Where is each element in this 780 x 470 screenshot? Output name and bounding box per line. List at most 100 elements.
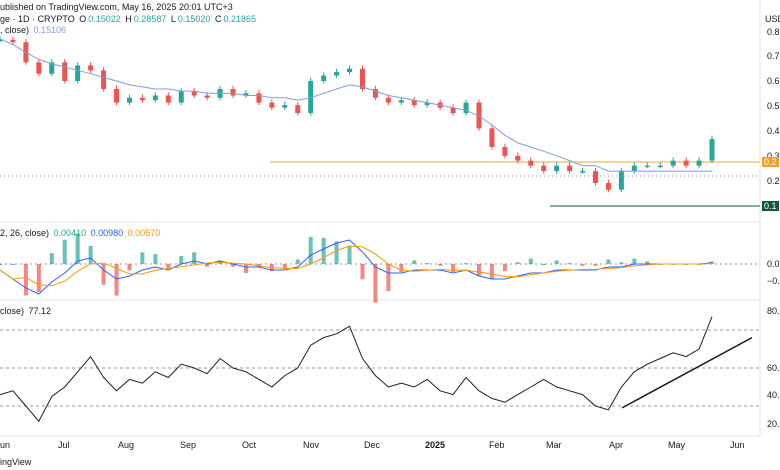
macd-histogram-bar — [114, 264, 119, 296]
ohlc-close-value: 0.21865 — [223, 14, 256, 24]
candle-body — [230, 89, 236, 96]
candle-body — [696, 160, 702, 166]
macd-histogram-bar — [282, 264, 287, 269]
ohlc-close-key: C — [214, 14, 222, 24]
time-axis-label: un — [0, 440, 11, 450]
macd-histogram-bar — [399, 264, 404, 273]
candle-body — [709, 139, 715, 161]
candle-body — [657, 165, 663, 168]
candle-body — [114, 89, 120, 103]
macd-histogram-bar — [166, 264, 171, 269]
candle-body — [36, 62, 42, 74]
macd-histogram-bar — [451, 264, 456, 273]
price-axis-label: 0.8 — [767, 27, 780, 37]
candle-body — [683, 160, 689, 166]
candle-body — [670, 160, 676, 166]
ohlc-high-key: H — [125, 14, 132, 24]
macd-histogram-bar — [347, 246, 352, 264]
macd-legend[interactable]: 2, 26, close) 0.00410 0.00980 0.00570 — [0, 228, 162, 238]
macd-histogram-bar — [464, 263, 469, 265]
time-axis-label: Mar — [546, 440, 562, 450]
price-axis-label: 0.4 — [767, 126, 780, 136]
currency-label: USD — [765, 14, 780, 24]
candle-body — [139, 97, 145, 101]
candle-body — [411, 100, 417, 106]
time-axis-label: Dec — [364, 440, 381, 450]
macd-label: 2, 26, close) — [0, 228, 50, 238]
rsi-line — [0, 316, 713, 423]
candle-body — [334, 72, 340, 76]
candle-body — [295, 105, 301, 114]
macd-histogram-bar — [528, 258, 533, 264]
candle-body — [191, 91, 197, 96]
macd-signal-value: 0.00570 — [127, 228, 161, 238]
macd-value: 0.00410 — [53, 228, 87, 238]
tradingview-watermark: ingView — [0, 457, 32, 467]
rsi-axis-label: 80. — [767, 306, 780, 316]
candle-body — [321, 75, 327, 82]
macd-histogram-bar — [23, 264, 28, 296]
macd-pane — [0, 233, 760, 303]
time-axis-label: Feb — [489, 440, 505, 450]
candle-body — [567, 165, 573, 172]
rsi-pane — [0, 316, 760, 423]
macd-histogram-bar — [62, 239, 67, 264]
candle-body — [62, 62, 68, 82]
macd-signal-line — [0, 245, 713, 287]
candle-body — [256, 93, 262, 103]
candle-body — [644, 165, 650, 168]
time-axis-label: Jun — [730, 440, 745, 450]
candle-body — [10, 39, 16, 43]
time-axis-label: Nov — [303, 440, 320, 450]
macd-histogram-bar — [10, 264, 15, 265]
candle-body — [165, 95, 171, 103]
macd-histogram-bar — [593, 264, 598, 266]
macd-histogram-bar — [515, 262, 520, 264]
candle-body — [88, 65, 94, 71]
rsi-legend[interactable]: close) 77.12 — [0, 306, 53, 316]
time-axis-label: Jul — [58, 440, 70, 450]
candle-body — [592, 171, 598, 184]
ohlc-open-key: O — [79, 14, 87, 24]
macd-histogram-bar — [606, 259, 611, 264]
ohlc-low-key: L — [170, 14, 176, 24]
macd-histogram-bar — [567, 263, 572, 265]
candle-body — [75, 65, 81, 82]
candle-body — [605, 183, 611, 190]
candle-body — [372, 89, 378, 98]
macd-histogram-bar — [554, 260, 559, 264]
price-axis-label: 0.25 — [767, 176, 780, 186]
macd-histogram-bar — [127, 264, 132, 271]
macd-axis-label: −0. — [767, 276, 780, 286]
macd-histogram-bar — [632, 258, 637, 264]
macd-histogram-bar — [101, 264, 106, 285]
rsi-trendline — [621, 336, 753, 409]
macd-histogram-bar — [438, 264, 443, 266]
price-axis-label: 0.6 — [767, 76, 780, 86]
macd-histogram-bar — [75, 233, 80, 264]
price-axis-label: 0.7 — [767, 51, 780, 61]
candle-body — [515, 155, 521, 161]
published-info: ublished on TradingView.com, May 16, 202… — [0, 2, 233, 12]
ohlc-high-value: 0.28587 — [133, 14, 167, 24]
macd-histogram-bar — [243, 264, 248, 273]
macd-histogram-bar — [619, 262, 624, 264]
candle-body — [398, 100, 404, 103]
macd-histogram-bar — [541, 264, 546, 265]
candle-body — [631, 165, 637, 172]
candle-body — [502, 147, 508, 156]
macd-histogram-bar — [373, 264, 378, 303]
macd-histogram-bar — [334, 241, 339, 264]
macd-histogram-bar — [140, 252, 145, 264]
symbol-label: ge · 1D · CRYPTO — [0, 14, 75, 24]
ma-legend[interactable]: , close) 0.15106 — [0, 25, 68, 35]
ohlc-open-value: 0.15022 — [88, 14, 121, 24]
time-axis-label: Aug — [118, 440, 135, 450]
candle-body — [152, 95, 158, 101]
candle-body — [450, 107, 456, 114]
time-axis-label: Apr — [609, 440, 624, 450]
macd-histogram-bar — [295, 259, 300, 264]
macd-histogram-bar — [710, 261, 714, 264]
candle-body — [424, 102, 430, 106]
